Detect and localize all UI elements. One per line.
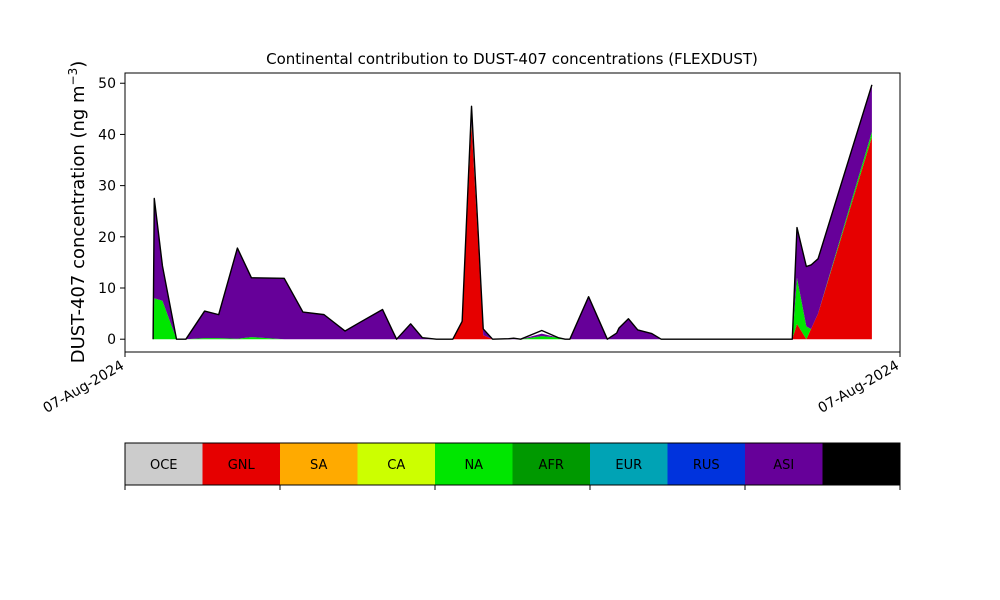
area-series-asi [153,84,872,340]
legend-label-gnl: GNL [228,458,256,473]
legend-colorbar: OCE GNL SA CA NA AFR EUR RUS ASI AUS [124,442,901,490]
total-line [152,84,873,340]
plot-frame [124,72,901,353]
legend-swatch-sa [280,443,358,485]
y-tick-label: 0 [107,332,116,348]
y-axis: 0 10 20 30 40 50 [98,76,125,348]
legend-swatch-rus [667,443,746,485]
area-series-na [153,121,872,340]
y-tick-label: 50 [98,76,116,92]
legend-swatch-ca [357,443,436,485]
legend-label-na: NA [464,458,483,473]
chart-title: Continental contribution to DUST-407 con… [266,50,758,68]
y-tick-label: 10 [98,281,116,297]
legend-label-ca: CA [387,458,405,473]
plot-area [152,84,873,340]
legend-label-asi: ASI [773,458,794,473]
legend-swatch-oce [125,443,203,485]
legend-label-sa: SA [310,458,327,473]
legend-label-oce: OCE [150,458,178,473]
legend-label-aus: AUS [848,458,875,473]
legend-frame [124,442,901,486]
y-axis-label-main: DUST-407 concentration (ng m [68,85,89,363]
y-tick-label: 20 [98,230,116,246]
legend-swatch-afr [512,443,591,485]
legend-label-eur: EUR [615,458,642,473]
x-tick-label: 07-Aug-2024 [41,358,128,417]
y-tick-label: 40 [98,127,116,143]
y-axis-label: DUST-407 concentration (ng m−3) [66,61,89,364]
legend-swatch-gnl [202,443,281,485]
legend-swatch-asi [745,443,823,485]
y-axis-label-close: ) [68,61,89,68]
legend-label-rus: RUS [693,458,720,473]
legend-swatch-na [435,443,513,485]
x-tick-label: 07-Aug-2024 [816,358,903,417]
legend-swatch-aus [822,443,901,485]
y-tick-label: 30 [98,179,116,195]
y-axis-label-exponent: −3 [66,68,80,86]
legend-label-afr: AFR [539,458,564,473]
legend-swatch-eur [590,443,668,485]
x-axis: 07-Aug-2024 07-Aug-2024 [41,352,903,417]
